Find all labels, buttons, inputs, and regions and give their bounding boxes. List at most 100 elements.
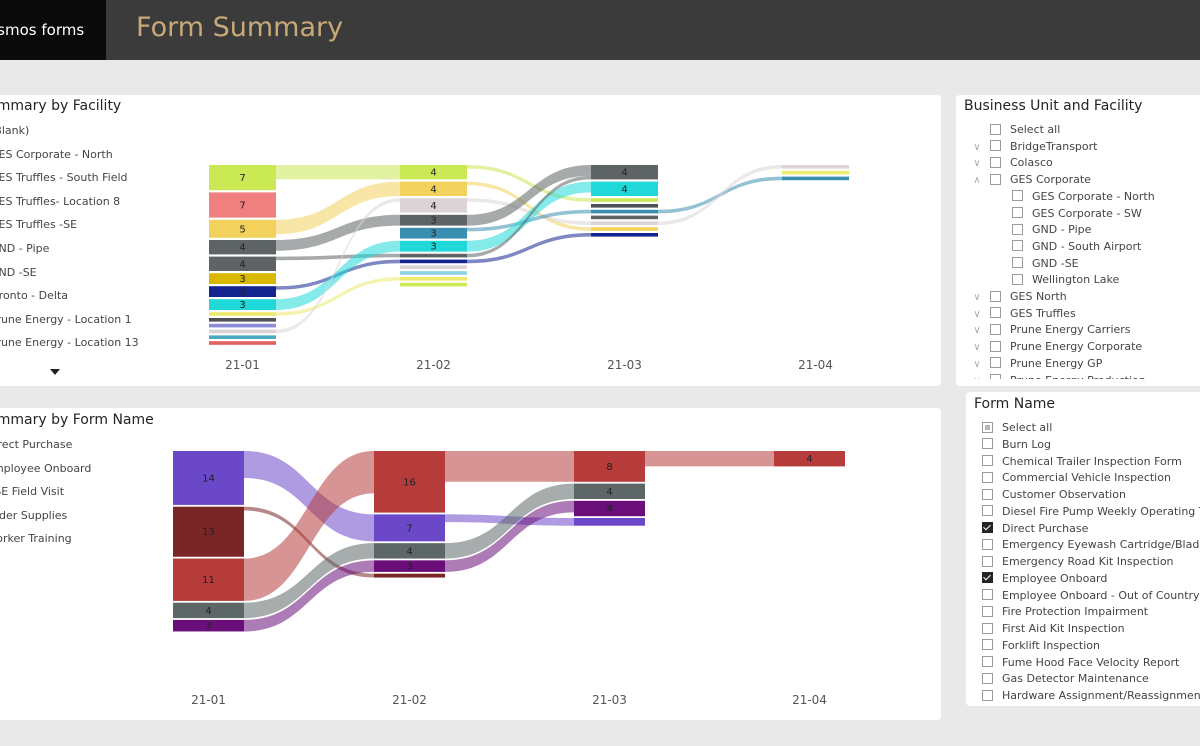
form-name-option-fire-protection-impairment[interactable]: Fire Protection Impairment (982, 604, 1148, 620)
form-name-option-burn-log[interactable]: Burn Log (982, 437, 1051, 453)
checkbox[interactable] (982, 639, 993, 651)
option-label: Gas Detector Maintenance (1002, 672, 1149, 686)
business-unit-option-prune-energy-corporate[interactable]: ∨ Prune Energy Corporate (970, 339, 1142, 355)
chevron-down-icon[interactable]: ∨ (973, 141, 981, 153)
business-unit-option-ges-corporate[interactable]: ∧ GES Corporate (970, 172, 1091, 188)
checkbox[interactable] (982, 555, 993, 567)
chevron-down-icon[interactable]: ∨ (973, 358, 981, 370)
legend-item-order-supplies[interactable]: Order Supplies (0, 508, 68, 522)
checkbox[interactable] (990, 290, 1001, 302)
legend-item-gnd-se[interactable]: GND -SE (0, 265, 37, 279)
legend-item-employee-onboard[interactable]: Employee Onboard (0, 461, 92, 475)
business-unit-option-prune-energy-production[interactable]: ∨ Prune Energy Production (970, 373, 1146, 380)
checkbox[interactable] (1012, 273, 1023, 285)
chevron-down-icon[interactable]: ∨ (973, 342, 981, 354)
checkbox[interactable] (1012, 240, 1023, 252)
option-label: Prune Energy Production (1010, 374, 1146, 380)
checkbox[interactable] (990, 140, 1001, 152)
checkbox[interactable] (982, 488, 993, 500)
option-label: Fire Protection Impairment (1002, 605, 1149, 619)
legend-item-worker-training[interactable]: Worker Training (0, 532, 72, 546)
option-label: GND -SE (1032, 256, 1079, 270)
legend-item-ges-corporate-north[interactable]: GES Corporate - North (0, 147, 113, 161)
checkbox[interactable] (982, 605, 993, 617)
form-name-option-fume-hood-face-velocity-report[interactable]: Fume Hood Face Velocity Report (982, 655, 1179, 671)
form-name-option-direct-purchase[interactable]: Direct Purchase (982, 521, 1088, 537)
checkbox[interactable] (982, 656, 993, 667)
legend-item-gnd-pipe[interactable]: GND - Pipe (0, 242, 50, 255)
business-unit-option-prune-energy-gp[interactable]: ∨ Prune Energy GP (970, 356, 1102, 372)
checkbox[interactable] (990, 323, 1001, 335)
legend-item-oronto-delta[interactable]: Oronto - Delta (0, 289, 68, 303)
legend-item-ges-truffles-south-field[interactable]: GES Truffles - South Field (0, 171, 128, 185)
business-unit-option-bridgetransport[interactable]: ∨ BridgeTransport (970, 139, 1097, 155)
business-unit-option-gnd-south-airport[interactable]: GND - South Airport (1012, 239, 1141, 255)
chevron-down-icon[interactable]: ∨ (973, 325, 981, 337)
form-name-option-employee-onboard[interactable]: Employee Onboard (982, 571, 1107, 587)
checkbox[interactable] (990, 156, 1001, 168)
business-unit-option-gnd-se[interactable]: GND -SE (1012, 256, 1079, 272)
legend-item-hse-field-visit[interactable]: HSE Field Visit (0, 485, 65, 499)
legend-item-blank[interactable]: (Blank) (0, 124, 30, 137)
business-unit-option-colasco[interactable]: ∨ Colasco (970, 155, 1052, 171)
form-name-option-employee-onboard-out-of-country[interactable]: Employee Onboard - Out of Country (982, 588, 1200, 604)
form-name-option-forklift-inspection[interactable]: Forklift Inspection (982, 638, 1100, 654)
checkbox[interactable] (1012, 207, 1023, 218)
checkbox[interactable] (990, 357, 1001, 369)
checkbox[interactable] (982, 438, 993, 450)
legend-item-ges-truffles-location-8[interactable]: GES Truffles- Location 8 (0, 194, 121, 208)
business-unit-option-prune-energy-carriers[interactable]: ∨ Prune Energy Carriers (970, 322, 1130, 338)
legend-item-prune-energy-location-1[interactable]: Prune Energy - Location 1 (0, 312, 132, 326)
legend-item-prune-energy-location-13[interactable]: Prune Energy - Location 13 (0, 336, 139, 350)
form-name-option-select-all[interactable]: Select all (982, 420, 1052, 436)
chevron-down-icon[interactable]: ∨ (973, 308, 981, 320)
form-name-option-emergency-eyewash-cartridge-bladder-replacement[interactable]: Emergency Eyewash Cartridge/Bladder Repl… (982, 537, 1200, 553)
option-label: Hardware Assignment/Reassignment (1002, 689, 1200, 702)
form-name-option-hardware-assignment-reassignment[interactable]: Hardware Assignment/Reassignment (982, 688, 1200, 704)
form-name-option-chemical-trailer-inspection-form[interactable]: Chemical Trailer Inspection Form (982, 454, 1182, 470)
form-name-option-diesel-fire-pump-weekly-operating-test[interactable]: Diesel Fire Pump Weekly Operating Test (982, 504, 1200, 520)
business-unit-option-gnd-pipe[interactable]: GND - Pipe (1012, 222, 1091, 238)
business-unit-option-wellington-lake[interactable]: Wellington Lake (1012, 272, 1119, 288)
checkbox[interactable] (1012, 257, 1023, 269)
business-unit-option-ges-corporate-sw[interactable]: GES Corporate - SW (1012, 206, 1142, 222)
checkbox[interactable] (982, 522, 993, 533)
checkbox[interactable] (990, 123, 1001, 135)
checkbox[interactable] (982, 572, 993, 584)
checkbox[interactable] (990, 374, 1001, 379)
chevron-down-icon[interactable]: ∨ (973, 292, 981, 303)
checkbox[interactable] (990, 307, 1001, 319)
option-label: Employee Onboard - Out of Country (1002, 588, 1200, 602)
checkbox[interactable] (982, 471, 993, 483)
business-unit-option-select-all[interactable]: Select all (970, 122, 1060, 138)
legend-scroll-down-icon[interactable] (50, 369, 60, 375)
chevron-down-icon[interactable]: ∨ (970, 374, 984, 380)
form-name-option-customer-observation[interactable]: Customer Observation (982, 487, 1126, 503)
option-label: GES Truffles (1010, 306, 1076, 320)
checkbox[interactable] (1012, 190, 1023, 202)
checkbox[interactable] (982, 421, 993, 433)
chevron-down-icon[interactable]: ∨ (973, 158, 981, 170)
form-name-option-emergency-road-kit-inspection[interactable]: Emergency Road Kit Inspection (982, 554, 1174, 570)
checkbox[interactable] (982, 672, 993, 684)
x-axis-label: 21-01 (191, 693, 226, 707)
checkbox[interactable] (982, 538, 993, 550)
checkbox[interactable] (990, 340, 1001, 352)
checkbox[interactable] (982, 622, 993, 634)
checkbox[interactable] (982, 689, 993, 701)
legend-item-ges-truffles-se[interactable]: GES Truffles -SE (0, 218, 78, 232)
business-unit-option-ges-north[interactable]: ∨ GES North (970, 289, 1066, 305)
form-name-option-commercial-vehicle-inspection[interactable]: Commercial Vehicle Inspection (982, 470, 1171, 486)
chevron-up-icon[interactable]: ∧ (973, 175, 981, 187)
checkbox[interactable] (982, 455, 993, 466)
checkbox[interactable] (990, 173, 1001, 185)
option-label: Emergency Road Kit Inspection (1002, 555, 1174, 568)
business-unit-option-ges-truffles[interactable]: ∨ GES Truffles (970, 306, 1076, 322)
legend-item-direct-purchase[interactable]: Direct Purchase (0, 438, 73, 451)
checkbox[interactable] (982, 505, 993, 517)
business-unit-option-ges-corporate-north[interactable]: GES Corporate - North (1012, 189, 1155, 205)
form-name-option-gas-detector-maintenance[interactable]: Gas Detector Maintenance (982, 671, 1149, 687)
checkbox[interactable] (982, 589, 993, 600)
checkbox[interactable] (1012, 223, 1023, 235)
form-name-option-first-aid-kit-inspection[interactable]: First Aid Kit Inspection (982, 621, 1125, 637)
